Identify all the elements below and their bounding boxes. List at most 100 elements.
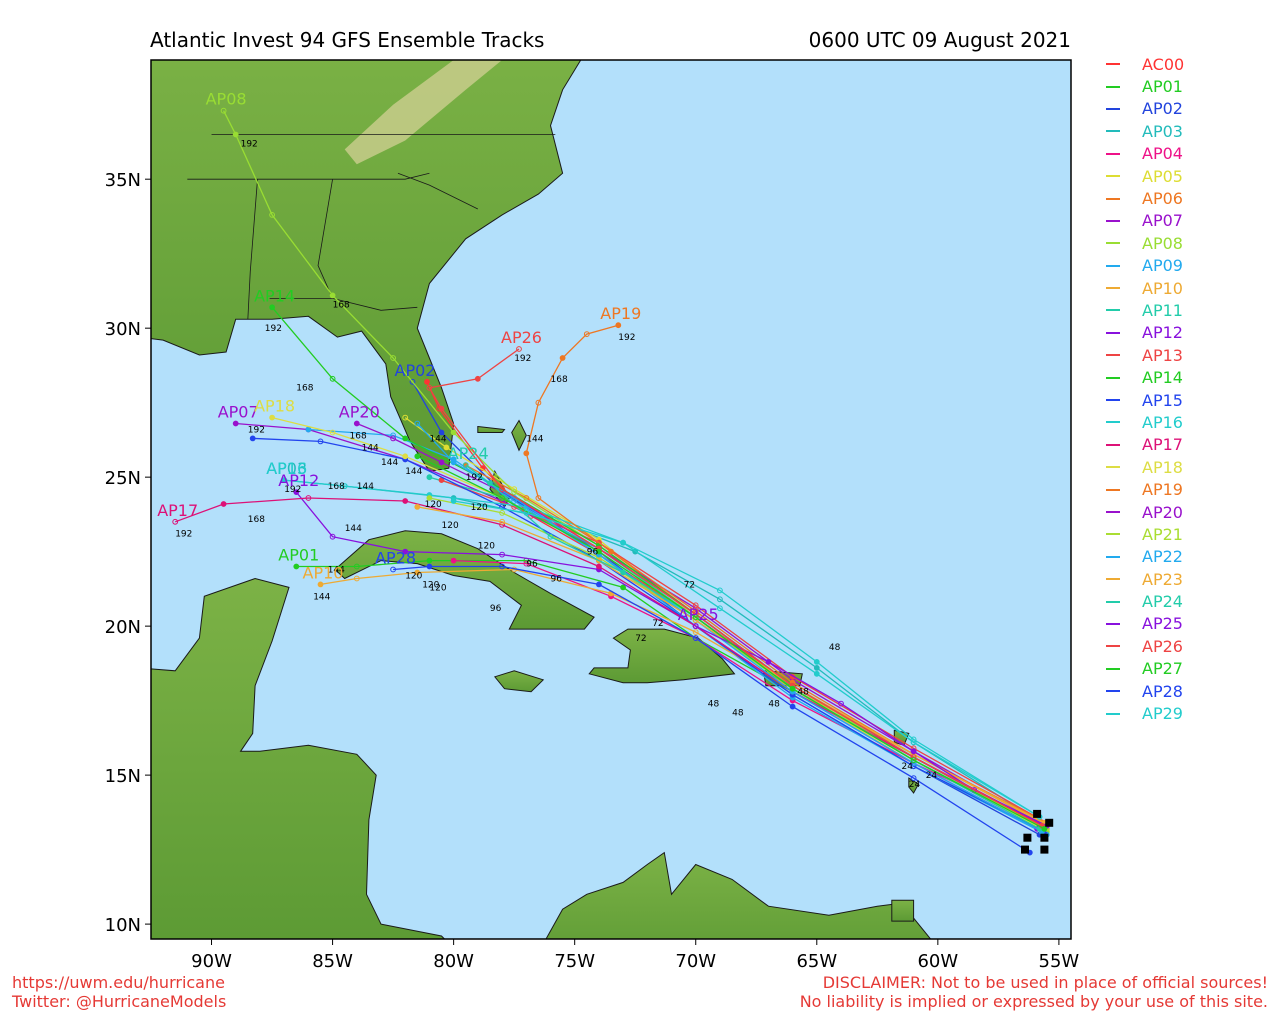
track-point (329, 292, 336, 299)
track-point (608, 548, 614, 555)
legend-swatch (1106, 600, 1120, 603)
forecast-hour-label: 120 (471, 503, 488, 513)
track-point (717, 596, 723, 603)
forecast-hour-label: 120 (422, 580, 439, 590)
legend-swatch (1106, 622, 1120, 625)
track-point (813, 665, 820, 671)
forecast-hour-label: 192 (618, 333, 635, 343)
track-point (450, 459, 457, 466)
track-line (441, 479, 1048, 824)
track-point (426, 563, 433, 570)
forecast-hour-label: 48 (732, 709, 744, 719)
track-point (789, 703, 796, 710)
x-tick-label: 65W (796, 951, 837, 972)
legend-item-ac00: AC00 (1100, 53, 1275, 75)
disclaimer-line-2: No liability is implied or expressed by … (799, 992, 1268, 1011)
legend-label: AP29 (1142, 704, 1183, 724)
track-point (620, 584, 626, 591)
y-tick-label: 20N (105, 617, 141, 638)
track-point (596, 581, 602, 588)
track-point (523, 510, 530, 516)
track-point (813, 659, 820, 665)
legend-item-ap21: AP21 (1100, 523, 1275, 545)
forecast-hour-label: 48 (708, 700, 720, 710)
legend-swatch (1106, 309, 1120, 312)
forecast-hour-label: 144 (381, 458, 398, 468)
track-point (232, 420, 239, 427)
track-line (453, 500, 1040, 818)
track-point (535, 495, 542, 501)
legend-item-ap16: AP16 (1100, 411, 1275, 433)
legend-label: AP16 (1142, 412, 1183, 432)
track-line (428, 348, 1043, 827)
legend-label: AP10 (1142, 278, 1183, 298)
legend-swatch (1106, 85, 1120, 88)
forecast-hour-label: 144 (405, 467, 422, 477)
legend-swatch (1106, 264, 1120, 267)
track-end-label: AP10 (303, 563, 344, 582)
land-north-america (151, 60, 582, 472)
track-point (220, 501, 227, 507)
legend-item-ap24: AP24 (1100, 590, 1275, 612)
track-point (426, 384, 433, 391)
forecast-hour-label: 96 (587, 548, 599, 558)
legend-label: AP07 (1142, 211, 1183, 231)
forecast-hour-label: 168 (328, 482, 345, 492)
forecast-hour-label: 96 (551, 574, 563, 584)
legend-label: AP08 (1142, 233, 1183, 253)
track-point (249, 435, 256, 442)
track-point (583, 331, 590, 338)
track-point (910, 775, 917, 781)
legend-label: AP28 (1142, 681, 1183, 701)
forecast-hour-label: 120 (478, 542, 495, 552)
track-point (910, 748, 917, 755)
track-point (269, 212, 276, 218)
track-end-label: AP25 (678, 605, 719, 624)
track-point (692, 614, 699, 621)
track-point (692, 602, 699, 609)
legend-item-ap11: AP11 (1100, 299, 1275, 321)
track-point (789, 685, 796, 692)
forecast-hour-label: 192 (514, 354, 531, 364)
x-tick-label: 90W (191, 951, 232, 972)
track-point (499, 486, 506, 493)
legend-swatch (1106, 443, 1120, 446)
track-point (547, 533, 554, 540)
forecast-hour-label: 72 (635, 634, 646, 644)
track-end-label: AP02 (395, 361, 436, 380)
track-end-label: AP14 (254, 286, 295, 305)
track-end-label: AP24 (448, 444, 489, 463)
track-point (402, 498, 409, 504)
legend-label: AP01 (1142, 77, 1183, 97)
track-point (717, 605, 723, 612)
track-point (1041, 825, 1048, 832)
track-point (414, 453, 421, 460)
legend-swatch (1106, 197, 1120, 200)
legend-swatch (1106, 645, 1120, 648)
legend-item-ap13: AP13 (1100, 344, 1275, 366)
forecast-hour-label: 120 (425, 500, 442, 510)
track-point (390, 435, 397, 442)
forecast-hour-label: 192 (284, 485, 301, 495)
track-point (620, 539, 626, 546)
track-point (523, 450, 530, 457)
land-bahamas-abaco (511, 419, 527, 452)
track-point (692, 635, 699, 641)
footer-website-link[interactable]: https://uwm.edu/hurricane (12, 973, 225, 992)
track-point (317, 581, 324, 588)
legend-swatch (1106, 219, 1120, 222)
legend-swatch (1106, 376, 1120, 379)
track-point (329, 429, 336, 436)
footer-credits: https://uwm.edu/hurricane Twitter: @Hurr… (12, 973, 226, 1011)
footer-twitter[interactable]: Twitter: @HurricaneModels (12, 992, 227, 1011)
legend-item-ap23: AP23 (1100, 568, 1275, 590)
legend-swatch (1106, 533, 1120, 536)
legend-label: AP23 (1142, 569, 1183, 589)
track-point (317, 438, 324, 445)
state-border (269, 179, 334, 299)
track-point (443, 444, 450, 451)
plot-frame (150, 59, 1072, 940)
forecast-hour-label: 24 (902, 762, 914, 772)
track-point (353, 575, 360, 582)
